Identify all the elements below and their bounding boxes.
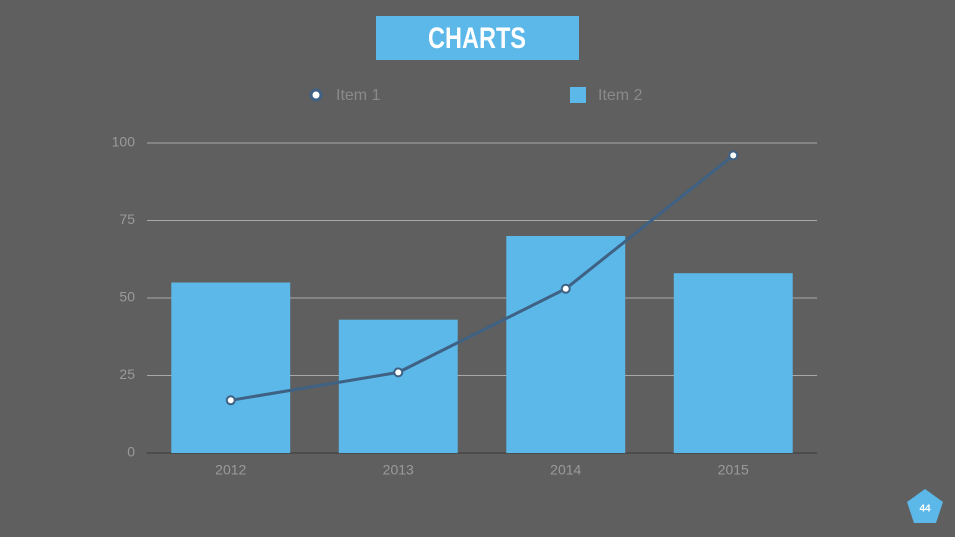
y-tick-label: 25 — [119, 366, 135, 382]
line-marker — [393, 367, 404, 378]
x-tick-label: 2015 — [718, 462, 749, 478]
legend-label: Item 2 — [598, 87, 643, 104]
legend-symbol — [570, 87, 586, 103]
y-tick-label: 50 — [119, 289, 135, 305]
x-tick-label: 2013 — [383, 462, 414, 478]
page-badge — [907, 489, 943, 523]
line-marker — [728, 150, 739, 161]
title-box — [376, 16, 579, 60]
line — [230, 154, 735, 402]
bar — [506, 236, 626, 453]
bar — [171, 282, 291, 453]
y-tick-label: 75 — [119, 211, 135, 227]
line-marker — [225, 395, 236, 406]
line-marker — [560, 283, 571, 294]
x-tick-label: 2014 — [550, 462, 581, 478]
chart-title: CHARTS — [428, 22, 526, 55]
y-tick-label: 0 — [127, 444, 135, 460]
bar — [338, 319, 458, 453]
legend-symbol — [309, 88, 323, 102]
x-tick-label: 2012 — [215, 462, 246, 478]
legend-label: Item 1 — [336, 87, 381, 104]
bar — [673, 273, 793, 453]
page-number: 44 — [919, 504, 931, 515]
y-tick-label: 100 — [112, 134, 136, 150]
